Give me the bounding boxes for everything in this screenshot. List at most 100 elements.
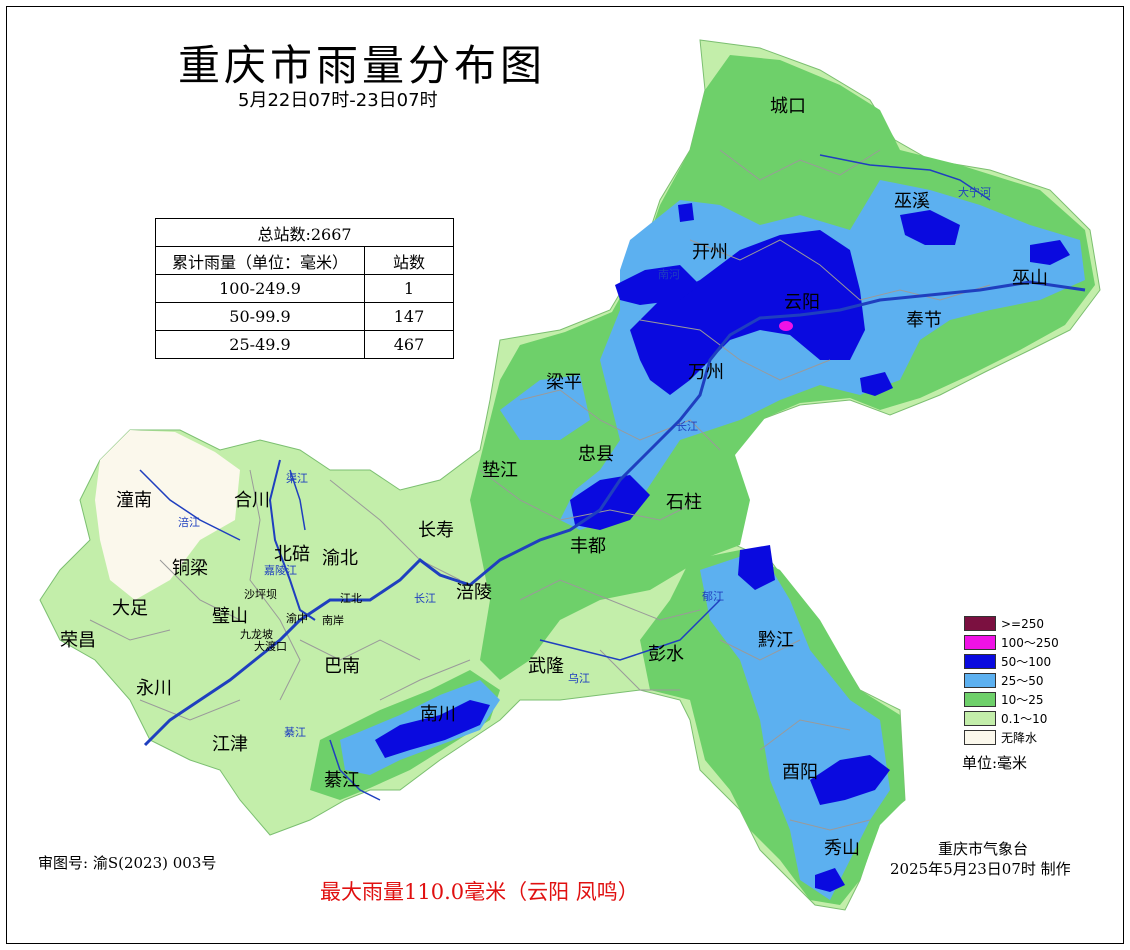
fu-river	[139, 469, 241, 541]
approval-number: 审图号: 渝S(2023) 003号	[38, 854, 217, 872]
stats-count: 147	[364, 302, 454, 331]
stats-row: 100-249.9 1	[155, 274, 454, 303]
legend-swatch	[964, 635, 996, 650]
legend-swatch	[964, 711, 996, 726]
place-qianjiang: 黔江	[758, 630, 794, 651]
place-tongnan: 潼南	[116, 490, 152, 511]
qi-river	[329, 739, 381, 801]
legend-item: 25～50	[964, 671, 1059, 690]
legend-swatch	[964, 692, 996, 707]
rain-zone-100-250	[779, 321, 793, 331]
place-fengdu: 丰都	[570, 536, 606, 557]
place-jiangjin: 江津	[212, 734, 248, 755]
legend-label: 10～25	[1001, 693, 1044, 707]
place-chengkou: 城口	[770, 96, 806, 117]
river-label-nanhe: 南河	[658, 268, 680, 281]
place-rongchang: 荣昌	[60, 630, 96, 651]
place-changshou: 长寿	[418, 520, 454, 541]
map-frame	[6, 6, 1124, 944]
legend-swatch	[964, 616, 996, 631]
river-label-changjiang-mid: 长江	[414, 592, 436, 605]
place-wuxi: 巫溪	[894, 191, 930, 212]
legend-label: >=250	[1001, 616, 1045, 631]
place-zhongxian: 忠县	[578, 444, 614, 465]
river-label-qijiang: 綦江	[284, 726, 306, 739]
rain-zone-50-100-wuxi	[900, 210, 960, 245]
place-wanzhou: 万州	[688, 362, 724, 383]
stats-range: 50-99.9	[155, 302, 365, 331]
legend-swatch	[964, 673, 996, 688]
river-label-qujiang: 渠江	[286, 472, 308, 485]
legend-swatch	[964, 730, 996, 745]
place-beibei: 北碚	[274, 544, 310, 565]
legend-label: 100～250	[1001, 636, 1059, 650]
place-yubei: 渝北	[322, 548, 358, 569]
place-jiulongpo: 九龙坡	[240, 628, 273, 641]
jialing-river	[268, 459, 316, 621]
legend-item: 0.1～10	[964, 709, 1059, 728]
stats-row: 50-99.9 147	[155, 302, 454, 331]
rivers	[139, 154, 1086, 801]
rain-zone-50-100-wushan	[1030, 240, 1070, 265]
legend-label: 25～50	[1001, 674, 1044, 688]
production-time: 2025年5月23日07时 制作	[890, 860, 1071, 878]
river-label-changjiang-east: 长江	[676, 420, 698, 433]
no-rain-area	[95, 430, 240, 600]
legend-item: 100～250	[964, 633, 1059, 652]
place-shapingba: 沙坪坝	[244, 588, 277, 601]
stats-range: 100-249.9	[155, 274, 365, 303]
place-jiangbei: 江北	[340, 592, 362, 605]
county-boundaries	[89, 149, 991, 831]
map-period: 5月22日07时-23日07时	[238, 90, 438, 111]
qu-river	[289, 469, 306, 531]
issuing-agency: 重庆市气象台	[938, 840, 1029, 858]
rain-zone-50-100-nanchuan	[375, 700, 490, 758]
legend: >=250 100～250 50～100 25～50 10～25 0.1～10 …	[964, 614, 1059, 747]
place-xiushan: 秀山	[824, 838, 860, 859]
river-label-fujiang: 涪江	[178, 516, 200, 529]
place-banan: 巴南	[324, 656, 360, 677]
place-fuling: 涪陵	[456, 582, 492, 603]
legend-item: 无降水	[964, 728, 1059, 747]
stats-table: 总站数:2667 累计雨量（单位：毫米） 站数 100-249.9 1 50-9…	[155, 218, 454, 359]
legend-label: 无降水	[1001, 731, 1038, 745]
place-bishan: 璧山	[212, 606, 248, 627]
place-tongliang: 铜梁	[172, 558, 208, 579]
rain-zone-25-50-south	[700, 550, 890, 900]
wu-river	[539, 599, 721, 661]
rain-zone-50-100-qianjiang	[738, 545, 775, 590]
place-qijiang: 綦江	[324, 770, 360, 791]
stats-col-header-rainfall: 累计雨量（单位：毫米）	[155, 246, 365, 275]
map-title: 重庆市雨量分布图	[178, 41, 547, 90]
place-shizhu: 石柱	[666, 492, 702, 513]
river-label-jialingjiang: 嘉陵江	[264, 564, 297, 577]
legend-label: 50～100	[1001, 655, 1052, 669]
rain-zone-50-100-yunyang	[630, 230, 865, 395]
rain-zone-50-100-kaizhou-north	[678, 203, 694, 222]
place-dadukou: 大渡口	[254, 640, 287, 653]
river-label-yujiang: 郁江	[702, 590, 724, 603]
legend-item: >=250	[964, 614, 1059, 633]
yangtze-river	[143, 280, 1086, 747]
rain-zone-50-100-youyang	[810, 755, 890, 805]
stats-count: 467	[364, 330, 454, 359]
legend-swatch	[964, 654, 996, 669]
place-yunyang: 云阳	[784, 292, 820, 313]
stats-count: 1	[364, 274, 454, 303]
place-fengjie: 奉节	[906, 310, 942, 331]
place-dazu: 大足	[112, 598, 148, 619]
rain-zone-50-100-fengjie	[860, 372, 893, 396]
river-label-daning: 大宁河	[958, 186, 991, 199]
place-yongchuan: 永川	[136, 678, 172, 699]
stats-total: 总站数:2667	[155, 218, 454, 247]
place-nanchuan: 南川	[420, 704, 456, 725]
rain-zone-50-100-xiushan	[815, 868, 845, 892]
stats-col-header-count: 站数	[364, 246, 454, 275]
rain-zone-50-100-kaizhou	[615, 265, 700, 305]
place-yuzhong: 渝中	[286, 612, 308, 625]
daning-river	[819, 154, 991, 201]
max-rainfall-note: 最大雨量110.0毫米（云阳 凤鸣）	[320, 880, 639, 904]
place-liangping: 梁平	[546, 372, 582, 393]
rain-zone-25-50-liangping	[500, 375, 590, 440]
